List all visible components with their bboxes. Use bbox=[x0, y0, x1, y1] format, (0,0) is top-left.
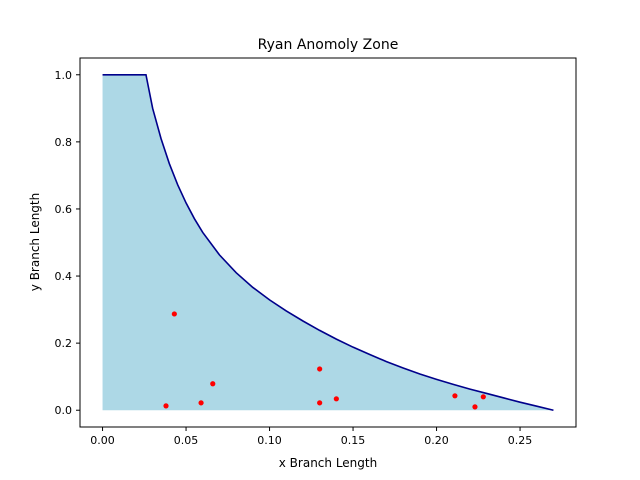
x-tick-label: 0.10 bbox=[257, 434, 282, 447]
x-tick-label: 0.15 bbox=[341, 434, 366, 447]
y-tick-label: 0.0 bbox=[55, 404, 73, 417]
y-tick-label: 0.6 bbox=[55, 203, 73, 216]
anomaly-zone-fill bbox=[102, 74, 554, 411]
data-point bbox=[472, 404, 478, 410]
x-tick-label: 0.00 bbox=[90, 434, 115, 447]
x-tick-label: 0.20 bbox=[424, 434, 449, 447]
data-point bbox=[333, 396, 339, 402]
data-point bbox=[480, 394, 486, 400]
x-axis: 0.00 0.05 0.10 0.15 0.20 0.25 bbox=[90, 427, 532, 447]
data-point bbox=[210, 381, 216, 387]
y-tick-label: 0.2 bbox=[55, 337, 73, 350]
data-point bbox=[317, 400, 323, 406]
y-tick-label: 1.0 bbox=[55, 69, 73, 82]
x-tick-label: 0.25 bbox=[508, 434, 533, 447]
y-axis-label: y Branch Length bbox=[28, 193, 42, 291]
plot-area bbox=[102, 73, 554, 412]
plot-frame bbox=[79, 57, 577, 428]
boundary-line bbox=[102, 73, 554, 412]
y-axis: 0.0 0.2 0.4 0.6 0.8 1.0 bbox=[55, 69, 80, 417]
chart-title: Ryan Anomoly Zone bbox=[258, 37, 399, 53]
data-point bbox=[452, 393, 458, 399]
x-tick-label: 0.05 bbox=[174, 434, 199, 447]
data-point bbox=[198, 400, 204, 406]
data-point bbox=[317, 366, 323, 372]
data-point bbox=[171, 311, 177, 317]
y-tick-label: 0.8 bbox=[55, 136, 73, 149]
data-point bbox=[163, 403, 169, 409]
y-tick-label: 0.4 bbox=[55, 270, 73, 283]
x-axis-label: x Branch Length bbox=[279, 456, 377, 470]
